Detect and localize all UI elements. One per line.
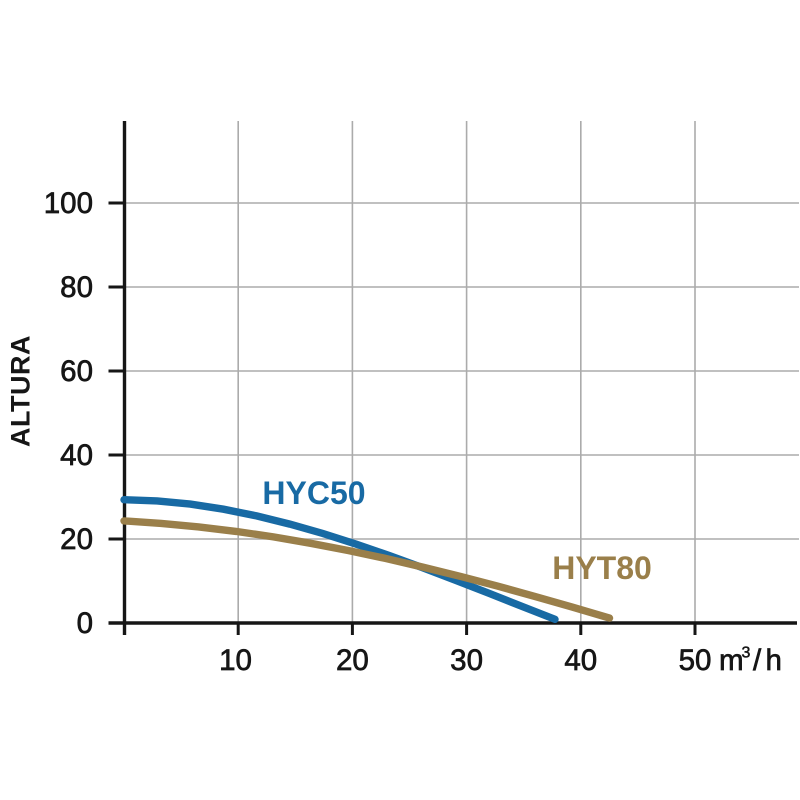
- svg-text:40: 40: [564, 644, 597, 677]
- svg-text:50: 50: [679, 644, 712, 677]
- svg-text:HYC50: HYC50: [262, 475, 365, 511]
- svg-text:3: 3: [742, 645, 751, 662]
- svg-text:HYT80: HYT80: [552, 550, 652, 586]
- svg-text:ALTURA: ALTURA: [6, 335, 36, 447]
- svg-text:/: /: [753, 644, 762, 677]
- svg-text:20: 20: [60, 523, 93, 556]
- svg-text:80: 80: [60, 271, 93, 304]
- svg-text:60: 60: [60, 355, 93, 388]
- svg-text:10: 10: [219, 644, 252, 677]
- svg-text:40: 40: [60, 439, 93, 472]
- svg-text:h: h: [766, 644, 782, 677]
- svg-text:m: m: [719, 644, 744, 677]
- svg-text:30: 30: [450, 644, 483, 677]
- svg-text:0: 0: [77, 607, 93, 640]
- svg-text:100: 100: [44, 187, 93, 220]
- svg-text:20: 20: [336, 644, 369, 677]
